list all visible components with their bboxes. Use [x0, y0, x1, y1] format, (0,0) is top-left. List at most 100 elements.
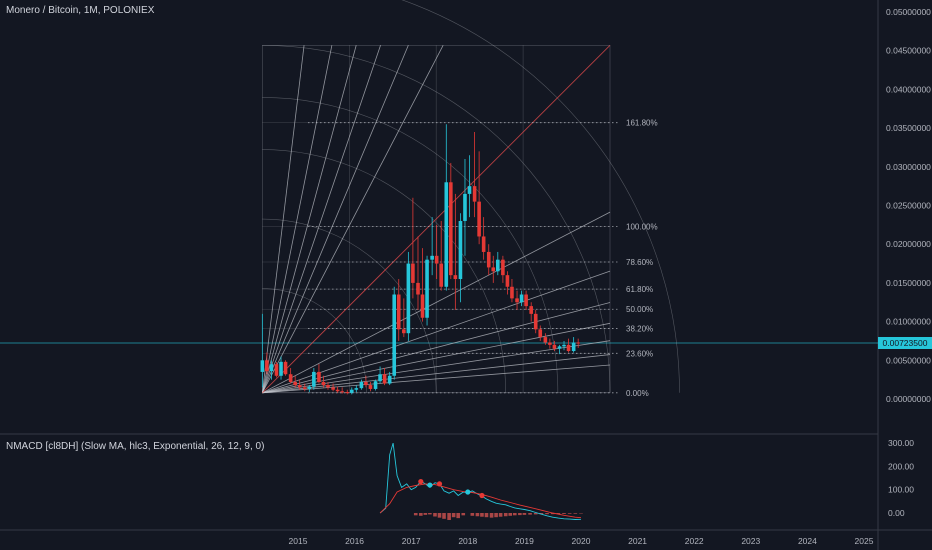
price-tick-label: 0.01000000 [886, 317, 931, 327]
candle-body [515, 298, 519, 303]
current-price-tag: 0.00723500 [878, 337, 932, 349]
candle-body [387, 375, 392, 384]
candle-body [297, 385, 302, 388]
gann-fan-line [262, 354, 611, 394]
histogram-bar [456, 513, 460, 519]
candle-body [552, 344, 557, 349]
gann-diagonal [262, 44, 611, 394]
indicator-tick-label: 100.00 [888, 485, 914, 495]
candle-body [434, 255, 439, 264]
candle-body [566, 344, 571, 352]
histogram-bar [522, 513, 527, 515]
candle-body [321, 381, 326, 386]
histogram-bar [475, 513, 480, 517]
candle-body [425, 259, 429, 318]
price-tick-label: 0.03000000 [886, 162, 931, 172]
fib-level-label: 23.60% [626, 349, 653, 358]
candle-body [453, 275, 458, 280]
candle-body [501, 259, 505, 276]
histogram-bar [423, 513, 428, 515]
candles [260, 124, 580, 395]
histogram-bar [512, 513, 517, 516]
histogram-bar [433, 513, 437, 517]
histogram-bar [508, 513, 513, 516]
candle-body [335, 389, 340, 392]
candle-body [373, 381, 378, 389]
cross-marker [465, 489, 471, 495]
indicator-title: NMACD [cl8DH] (Slow MA, hlc3, Exponentia… [6, 441, 265, 452]
candle-body [307, 386, 312, 389]
fib-level-label: 38.20% [626, 325, 653, 334]
histogram-bar [480, 513, 484, 517]
candle-body [529, 306, 533, 314]
gann-fan-line [262, 364, 611, 394]
candle-body [430, 255, 434, 260]
candle-body [449, 182, 453, 276]
time-tick-label: 2022 [685, 536, 704, 546]
candle-body [411, 263, 415, 283]
macd-histogram [413, 513, 583, 520]
candle-body [402, 329, 406, 334]
candle-body [571, 342, 576, 352]
time-tick-label: 2015 [289, 536, 308, 546]
histogram-bar [413, 513, 418, 516]
candle-body [359, 381, 364, 389]
indicator-tick-label: 200.00 [888, 461, 914, 471]
candle-body [312, 371, 316, 387]
candle-body [392, 294, 397, 376]
candle-body [382, 374, 387, 384]
price-tick-label: 0.00500000 [886, 355, 931, 365]
gann-fan-line [261, 45, 333, 393]
candle-body [326, 385, 330, 388]
candle-body [265, 360, 269, 372]
time-tick-label: 2020 [572, 536, 591, 546]
candle-body [458, 220, 463, 280]
gann-arc [401, 0, 680, 393]
price-tick-label: 0.01500000 [886, 278, 931, 288]
fib-level-label: 50.00% [626, 305, 653, 314]
gann-fan-line [261, 45, 305, 393]
candle-body [548, 342, 552, 345]
indicator-tick-label: 0.00 [888, 508, 905, 518]
candle-body [463, 193, 467, 221]
candle-body [477, 201, 481, 237]
price-tick-label: 0.05000000 [886, 7, 931, 17]
fib-level-label: 61.80% [626, 285, 653, 294]
histogram-bar [562, 513, 566, 514]
candle-body [317, 371, 321, 382]
indicator-tick-label: 300.00 [888, 438, 914, 448]
histogram-bar [442, 513, 446, 519]
fib-level-label: 100.00% [626, 222, 658, 231]
candle-body [283, 361, 288, 375]
gann-fan-line [261, 45, 357, 393]
candle-body [510, 286, 514, 299]
candle-body [396, 294, 401, 330]
gann-fan [261, 0, 680, 394]
histogram-bar [545, 513, 549, 515]
candle-body [349, 389, 354, 393]
candle-body [274, 364, 279, 376]
candle-body [495, 259, 500, 272]
chart-title: Monero / Bitcoin, 1M, POLONIEX [6, 5, 155, 16]
fib-level-label: 0.00% [626, 389, 649, 398]
gann-fan-line [261, 45, 409, 393]
candle-body [420, 294, 425, 318]
price-tick-label: 0.02500000 [886, 201, 931, 211]
histogram-bar [451, 513, 456, 518]
histogram-bar [556, 513, 561, 514]
candle-body [340, 391, 344, 393]
cross-marker [479, 492, 485, 499]
time-tick-label: 2017 [402, 536, 421, 546]
candle-body [519, 294, 524, 303]
histogram-bar [437, 513, 442, 518]
histogram-bar [503, 513, 508, 517]
candle-body [269, 364, 274, 372]
price-tick-label: 0.04500000 [886, 46, 931, 56]
time-tick-label: 2019 [515, 536, 534, 546]
candle-body [543, 337, 548, 343]
histogram-bar [489, 513, 494, 518]
cross-marker [418, 478, 424, 485]
candle-body [472, 186, 477, 202]
histogram-bar [428, 513, 432, 515]
